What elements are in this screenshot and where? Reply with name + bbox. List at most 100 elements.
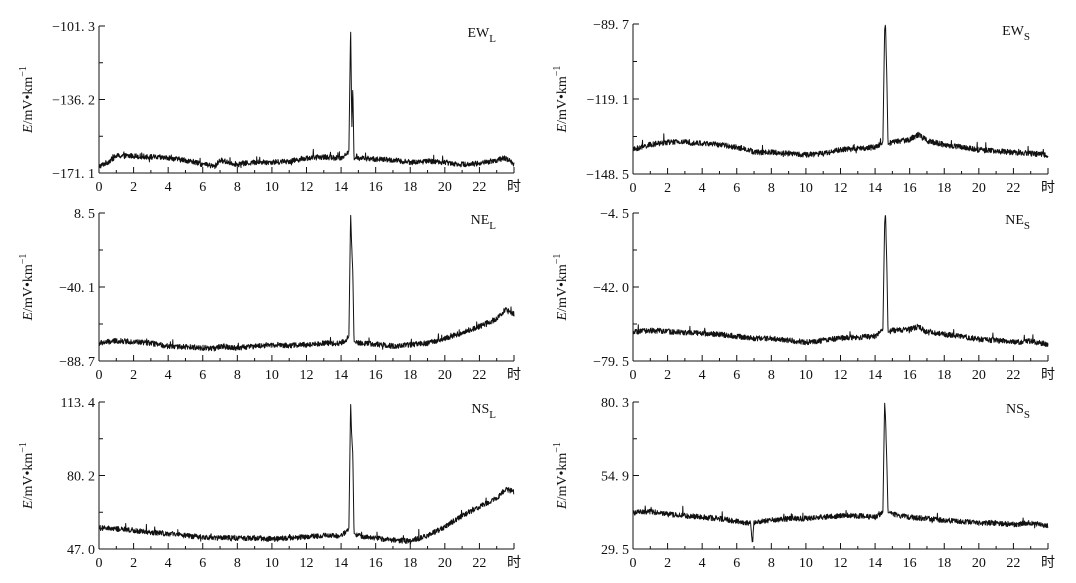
series-line [632,24,1049,158]
x-tick-label: 16 [903,181,917,196]
x-unit-label: 时 [1041,555,1055,571]
panel-label-subscript: S [1024,220,1030,232]
panel-label-main: NS [1006,402,1024,417]
panel-label: NSS [1006,402,1030,421]
x-tick-label: 18 [937,181,951,196]
x-tick-label: 10 [799,556,813,571]
y-axis-title-exponent: −1 [552,254,563,265]
y-axis-title-variable: E [21,124,36,134]
x-tick-label: 2 [664,556,671,571]
x-unit-label: 时 [507,179,521,195]
x-tick-label: 22 [472,180,486,195]
series-line [98,31,515,170]
x-tick-label: 18 [937,556,951,571]
x-tick-label: 12 [300,368,314,383]
y-tick-label: −119. 1 [587,93,629,108]
x-tick-label: 0 [96,368,103,383]
chart-panel-ew-s: −89. 7 −119. 1 −148. 50 2 4 6 8 10 12 14 16 18 20 22 时… [552,18,1055,196]
series-line [98,214,515,352]
y-tick-label: −4. 5 [600,207,629,222]
x-tick-label: 18 [403,180,417,195]
y-tick-label: −40. 1 [59,281,95,296]
panel-label-main: NS [471,402,489,417]
panel-label: EWS [1002,24,1030,43]
x-tick-label: 20 [972,181,986,196]
x-tick-label: 22 [472,368,486,383]
x-tick-label: 22 [1006,368,1020,383]
panel-label-subscript: S [1024,31,1030,43]
x-tick-label: 6 [199,180,206,195]
x-tick-label: 8 [234,180,241,195]
y-axis-title: E/mV•km−1 [552,66,570,134]
panel-label: NES [1005,213,1030,232]
y-tick-label: −171. 1 [52,167,95,182]
x-tick-label: 14 [868,368,882,383]
panel-label-subscript: S [1024,409,1030,421]
x-tick-label: 0 [96,556,103,571]
chart-panel-ns-s: 80. 3 54. 9 29. 50 2 4 6 8 10 12 14 16 18 20 22 时 E/mV•… [552,396,1055,571]
x-tick-label: 0 [630,181,637,196]
x-tick-label: 14 [334,180,348,195]
x-tick-label: 12 [834,556,848,571]
x-tick-label: 2 [130,180,137,195]
y-tick-label: −88. 7 [59,355,95,370]
panel-label-subscript: L [489,220,496,232]
x-tick-label: 18 [403,556,417,571]
x-tick-label: 20 [972,556,986,571]
y-tick-label: −136. 2 [52,94,95,109]
panel-label: EWL [468,26,497,45]
chart-panel-ew-l: −101. 3 −136. 2 −171. 10 2 4 6 8 10 12 14 16 18 20 22… [18,20,521,195]
y-axis-title-unit: /mV•km [555,76,570,124]
x-tick-label: 10 [799,368,813,383]
x-tick-label: 20 [972,368,986,383]
y-axis-title: E/mV•km−1 [552,442,570,510]
x-tick-label: 22 [472,556,486,571]
y-axis-title-exponent: −1 [18,254,29,265]
y-axis-title-exponent: −1 [552,442,563,453]
x-tick-label: 6 [199,368,206,383]
y-axis-title: E/mV•km−1 [18,66,36,134]
x-tick-label: 4 [165,368,172,383]
x-tick-label: 18 [937,368,951,383]
x-tick-label: 0 [630,368,637,383]
x-tick-label: 8 [234,556,241,571]
x-tick-label: 12 [300,556,314,571]
series-line [632,215,1049,347]
x-tick-label: 0 [630,556,637,571]
y-axis-title-unit: /mV•km [21,264,36,312]
x-tick-label: 4 [165,556,172,571]
y-tick-label: −101. 3 [52,20,95,35]
x-tick-label: 10 [265,180,279,195]
x-unit-label: 时 [507,367,521,383]
chart-panel-ne-l: 8. 5 −40. 1 −88. 70 2 4 6 8 10 12 14 16 18 20 22 时 E/mV… [18,207,521,383]
x-tick-label: 4 [699,556,706,571]
y-axis-title: E/mV•km−1 [552,254,570,322]
x-tick-label: 6 [733,368,740,383]
y-axis-title-variable: E [555,500,570,510]
y-axis-title-unit: /mV•km [555,264,570,312]
y-tick-label: 29. 5 [601,543,629,558]
y-tick-label: 47. 0 [67,543,95,558]
x-tick-label: 14 [868,556,882,571]
y-axis-title-exponent: −1 [18,442,29,453]
panel-label: NEL [471,213,497,232]
x-tick-label: 16 [903,556,917,571]
series-line [98,404,515,545]
x-unit-label: 时 [507,555,521,571]
y-tick-label: −42. 0 [593,281,629,296]
x-tick-label: 16 [903,368,917,383]
x-tick-label: 2 [130,368,137,383]
x-tick-label: 4 [699,181,706,196]
x-tick-label: 4 [165,180,172,195]
x-tick-label: 16 [369,556,383,571]
y-axis-title-exponent: −1 [552,66,563,77]
y-axis-title-unit: /mV•km [21,453,36,501]
x-tick-label: 10 [265,368,279,383]
x-tick-label: 20 [438,556,452,571]
y-axis-title-unit: /mV•km [555,453,570,501]
x-tick-label: 6 [733,556,740,571]
x-tick-label: 12 [300,180,314,195]
y-axis-title: E/mV•km−1 [18,254,36,322]
y-tick-label: −148. 5 [586,168,629,183]
x-tick-label: 20 [438,180,452,195]
